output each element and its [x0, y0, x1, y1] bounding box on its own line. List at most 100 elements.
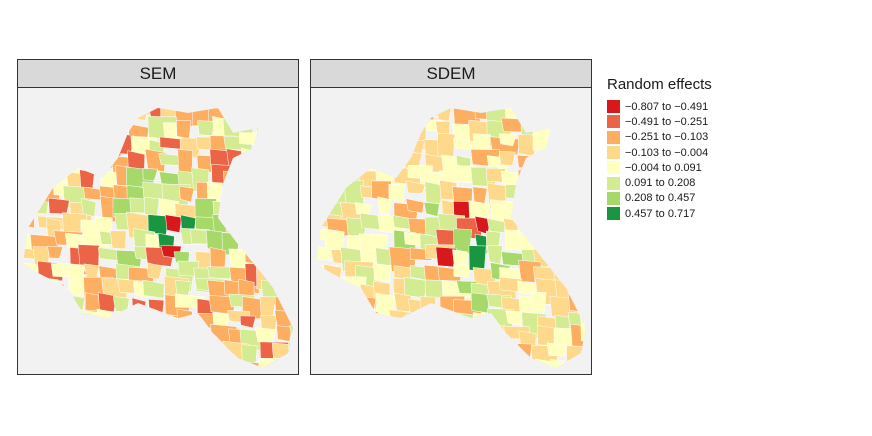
map-region: [149, 327, 166, 343]
map-region: [388, 183, 405, 203]
map-region: [98, 292, 117, 313]
map-region: [441, 325, 469, 353]
legend-label: 0.208 to 0.457: [625, 192, 696, 205]
map-region: [63, 294, 85, 317]
map-region: [554, 181, 572, 207]
map-region: [359, 122, 377, 144]
map-region: [78, 342, 109, 366]
map-region: [423, 327, 446, 344]
map-region: [97, 326, 113, 350]
map-region: [163, 355, 181, 368]
map-region: [131, 342, 159, 366]
map-region: [276, 108, 293, 116]
map-region: [375, 121, 393, 142]
map-region: [23, 312, 44, 339]
map-region: [197, 120, 215, 136]
map-region: [453, 263, 470, 278]
map-region: [23, 108, 45, 127]
map-region: [569, 153, 586, 174]
map-region: [241, 197, 272, 225]
map-region: [177, 358, 209, 368]
map-region: [238, 91, 253, 103]
map-region: [292, 132, 293, 161]
map-region: [80, 198, 97, 217]
map-region: [500, 117, 525, 133]
map-region: [505, 310, 522, 326]
map-region: [373, 263, 392, 282]
map-region: [62, 363, 93, 368]
map-region: [259, 296, 277, 318]
map-region: [373, 137, 402, 156]
map-region: [229, 187, 252, 205]
map-region: [35, 356, 51, 368]
map-region: [517, 134, 536, 157]
map-region: [474, 108, 501, 109]
map-region: [326, 280, 350, 308]
map-region: [316, 324, 338, 346]
map-region: [274, 121, 293, 148]
map-region: [565, 139, 586, 166]
map-region: [31, 307, 59, 323]
map-region: [271, 244, 293, 266]
map-region: [67, 324, 93, 343]
map-region: [271, 154, 293, 180]
map-region: [253, 165, 271, 191]
map-region: [243, 213, 260, 238]
map-region: [403, 276, 429, 299]
map-region: [568, 294, 586, 314]
map-region: [79, 357, 97, 368]
legend-swatch: [607, 100, 620, 114]
legend-label: −0.251 to −0.103: [625, 131, 709, 144]
map-region: [255, 122, 281, 146]
map-region: [566, 345, 586, 367]
map-region: [241, 344, 258, 364]
map-region: [23, 181, 46, 197]
map-region: [32, 108, 62, 126]
map-region: [286, 179, 293, 203]
map-region: [78, 329, 95, 344]
map-region: [143, 356, 160, 368]
map-region: [290, 218, 293, 236]
map-region: [277, 362, 293, 368]
map-region: [69, 281, 87, 297]
map-region: [360, 88, 379, 104]
map-region: [486, 245, 503, 265]
map-region: [291, 229, 293, 250]
map-region: [112, 108, 129, 131]
map-region: [255, 108, 280, 124]
map-region: [274, 108, 290, 117]
map-region: [85, 153, 115, 169]
map-region: [222, 197, 245, 219]
map-region: [112, 344, 140, 357]
map-region: [294, 250, 298, 277]
map-region: [531, 291, 547, 313]
map-region: [110, 230, 127, 250]
map-region: [228, 88, 253, 104]
map-region: [453, 362, 479, 368]
map-region: [142, 279, 165, 299]
map-region: [23, 139, 46, 155]
map-region: [257, 196, 279, 217]
map-region: [207, 92, 230, 105]
map-region: [176, 308, 193, 337]
map-region: [116, 108, 143, 113]
map-region: [553, 327, 574, 346]
map-region: [323, 299, 340, 315]
legend-swatch: [607, 191, 620, 205]
map-region: [358, 108, 376, 125]
map-region: [244, 165, 266, 194]
map-region: [224, 108, 242, 114]
map-region: [554, 244, 583, 262]
map-region: [393, 108, 410, 131]
map-region: [192, 329, 216, 346]
map-region: [96, 308, 112, 329]
map-region: [255, 149, 276, 175]
legend-label: −0.103 to −0.004: [625, 146, 709, 159]
map-region: [260, 234, 286, 250]
map-region: [405, 198, 425, 214]
map-region: [31, 164, 54, 193]
map-region: [472, 312, 494, 340]
map-region: [355, 327, 379, 342]
map-region: [177, 345, 195, 365]
map-region: [193, 347, 216, 367]
